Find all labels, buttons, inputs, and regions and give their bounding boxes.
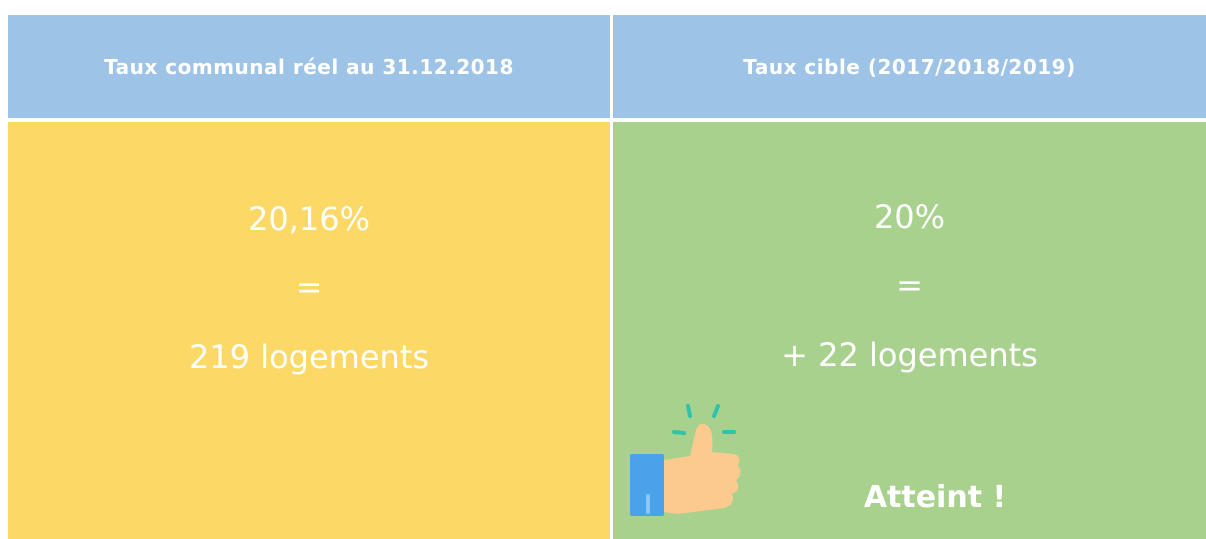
header-cell: Taux cible (2017/2018/2019) [613, 15, 1206, 118]
status-label: Atteint ! [863, 480, 1007, 515]
cell-line: 20,16% [247, 200, 370, 238]
cell-line: 20% [873, 198, 946, 236]
cell-line: = [896, 266, 923, 304]
cell-line: 219 logements [188, 338, 430, 376]
cell-line: + 22 logements [781, 336, 1038, 374]
body-cell: 20,16% = 219 logements [8, 122, 610, 539]
header-cell: Taux communal réel au 31.12.2018 [8, 15, 610, 118]
cell-line: = [295, 268, 323, 306]
thumbs-up-icon [630, 404, 741, 516]
